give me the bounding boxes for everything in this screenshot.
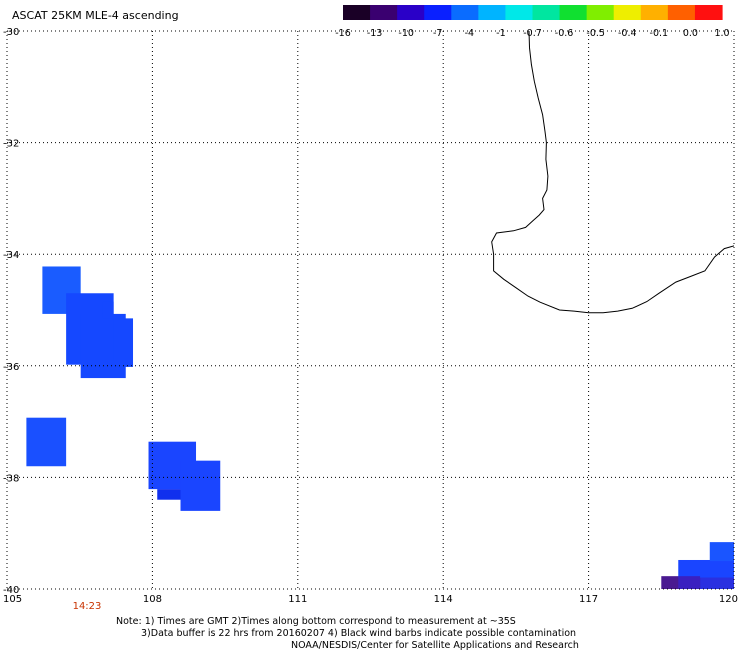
wind-cell	[26, 417, 67, 467]
colorbar-tick-label: -0.4	[618, 28, 637, 39]
wind-cell	[709, 542, 734, 562]
longitude-label: 111	[288, 594, 307, 605]
colorbar-tick-label: -7	[433, 28, 442, 39]
coastline	[491, 31, 734, 314]
colorbar-swatch	[478, 5, 507, 20]
latitude-label: -30	[3, 27, 19, 38]
scatterometer-cells	[26, 266, 734, 589]
longitude-label: 105	[3, 594, 22, 605]
latitude-label: -32	[3, 139, 19, 150]
colorbar-tick-label: -0.5	[586, 28, 605, 39]
colorbar-swatch	[586, 5, 615, 20]
colorbar-tick-label: 1.0	[714, 28, 729, 39]
note-line-3: NOAA/NESDIS/Center for Satellite Applica…	[291, 640, 579, 650]
latitude-label: -40	[3, 585, 19, 596]
latitude-label: -34	[3, 250, 19, 261]
wind-cell	[157, 489, 197, 500]
wind-cell	[180, 460, 221, 511]
colorbar-tick-label: -1	[496, 28, 505, 39]
colorbar-swatch	[559, 5, 588, 20]
colorbar-swatch	[424, 5, 452, 20]
colorbar-swatch	[370, 5, 398, 20]
colorbar-swatch	[343, 5, 371, 20]
colorbar-tick-label: -16	[335, 28, 351, 39]
colorbar-tick-label: -4	[465, 28, 474, 39]
colorbar-tick-label: -0.7	[523, 28, 542, 39]
colorbar-swatch	[613, 5, 642, 20]
colorbar-swatch	[532, 5, 561, 20]
colorbar-swatch	[505, 5, 534, 20]
time-label: 14:23	[73, 601, 102, 612]
colorbar-swatch	[667, 5, 696, 20]
colorbar-swatch	[694, 5, 723, 20]
longitude-label: 120	[719, 594, 738, 605]
latitude-label: -36	[3, 362, 19, 373]
wind-cell	[113, 318, 134, 367]
longitude-label: 114	[434, 594, 453, 605]
latitude-labels: -30 -32 -34 -36 -38 -40	[3, 27, 19, 596]
longitude-label: 108	[143, 594, 162, 605]
colorbar-tick-label: -13	[367, 28, 383, 39]
longitude-label: 117	[579, 594, 598, 605]
longitude-labels: 105 108 111 114 117 120	[3, 594, 738, 605]
wind-cell	[700, 577, 734, 589]
map-title: ASCAT 25KM MLE-4 ascending	[12, 9, 179, 22]
colorbar-swatch	[640, 5, 669, 20]
note-line-2: 3)Data buffer is 22 hrs from 20160207 4)…	[141, 628, 576, 639]
graticule	[6, 30, 735, 590]
colorbar-swatch	[451, 5, 479, 20]
colorbar-tick-label: -10	[398, 28, 414, 39]
colorbar-swatch	[397, 5, 425, 20]
wind-cell	[678, 559, 734, 578]
latitude-label: -38	[3, 473, 19, 484]
wind-cell	[678, 576, 701, 589]
colorbar	[343, 5, 723, 20]
colorbar-tick-label: -0.6	[555, 28, 574, 39]
note-line-1: Note: 1) Times are GMT 2)Times along bot…	[116, 616, 516, 627]
wind-cell	[102, 301, 114, 319]
colorbar-tick-label: -0.1	[650, 28, 669, 39]
colorbar-tick-label: 0.0	[683, 28, 698, 39]
colorbar-labels: -16 -13 -10 -7 -4 -1 -0.7 -0.6 -0.5 -0.4 -0.1 0.0 1.…	[335, 28, 729, 39]
